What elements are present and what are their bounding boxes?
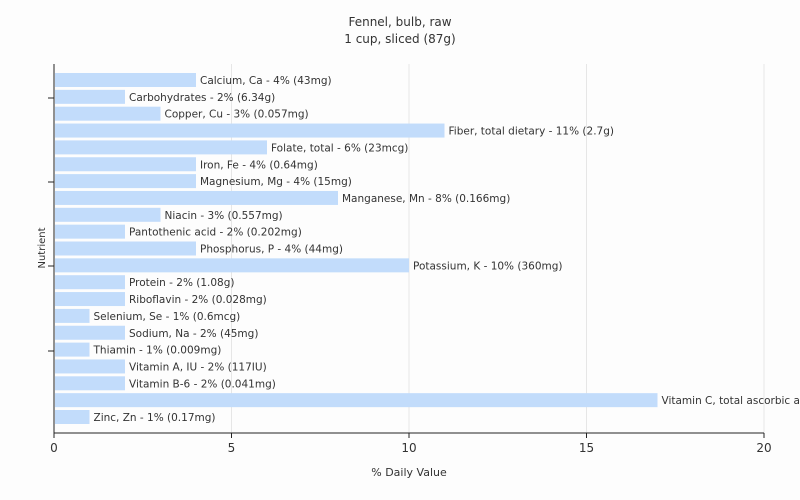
bar — [55, 89, 125, 104]
bar-label: Magnesium, Mg - 4% (15mg) — [200, 176, 352, 188]
bar-label: Iron, Fe - 4% (0.64mg) — [200, 159, 318, 171]
bar-label: Potassium, K - 10% (360mg) — [413, 260, 563, 272]
axes-layer: 0 5 10 15 20 — [48, 64, 772, 455]
bar — [55, 241, 196, 256]
data-labels-layer: Calcium, Ca - 4% (43mg) Carbohydrates - 2… — [93, 75, 800, 424]
bar — [55, 224, 125, 239]
bar — [55, 73, 196, 87]
bar — [55, 359, 125, 374]
bar — [55, 325, 125, 340]
x-tick-label: 20 — [756, 441, 771, 455]
bar — [55, 207, 161, 222]
bar — [55, 410, 90, 424]
chart-subtitle: 1 cup, sliced (87g) — [344, 32, 455, 46]
bar — [55, 157, 196, 172]
x-tick-label: 10 — [401, 441, 416, 455]
bar-label: Vitamin B-6 - 2% (0.041mg) — [129, 378, 276, 390]
bar-label: Protein - 2% (1.08g) — [129, 277, 235, 289]
bar-label: Carbohydrates - 2% (6.34g) — [129, 92, 275, 104]
bar-label: Niacin - 3% (0.557mg) — [165, 210, 283, 222]
bar — [55, 376, 125, 391]
y-axis-label: Nutrient — [37, 227, 48, 268]
bars-layer — [55, 73, 658, 424]
bar — [55, 123, 445, 138]
bar-label: Thiamin - 1% (0.009mg) — [93, 345, 222, 357]
bar — [55, 342, 90, 357]
bar-label: Manganese, Mn - 8% (0.166mg) — [342, 193, 510, 205]
bar — [55, 190, 338, 205]
bar-label: Pantothenic acid - 2% (0.202mg) — [129, 227, 302, 239]
bar-label: Calcium, Ca - 4% (43mg) — [200, 75, 332, 87]
x-tick-label: 5 — [228, 441, 236, 455]
bar-label: Selenium, Se - 1% (0.6mcg) — [94, 311, 241, 323]
bar — [55, 393, 658, 408]
bar — [55, 258, 409, 273]
bar-label: Vitamin A, IU - 2% (117IU) — [129, 361, 267, 373]
bar — [55, 106, 161, 121]
bar-label: Vitamin C, total ascorbic acid - 17% (10… — [662, 395, 800, 407]
bar-label: Copper, Cu - 3% (0.057mg) — [165, 109, 309, 121]
bar — [55, 140, 267, 155]
bar-label: Zinc, Zn - 1% (0.17mg) — [94, 412, 216, 424]
bar — [55, 308, 90, 323]
x-tick-label: 15 — [579, 441, 594, 455]
bar — [55, 292, 125, 307]
bar-label: Fiber, total dietary - 11% (2.7g) — [449, 126, 614, 138]
bar — [55, 275, 125, 290]
bar — [55, 174, 196, 189]
bar-label: Folate, total - 6% (23mcg) — [271, 142, 408, 154]
x-tick-label: 0 — [50, 441, 58, 455]
chart-title: Fennel, bulb, raw — [348, 15, 451, 29]
bar-label: Phosphorus, P - 4% (44mg) — [200, 244, 343, 256]
bar-label: Sodium, Na - 2% (45mg) — [129, 328, 258, 340]
x-axis-label: % Daily Value — [371, 466, 447, 479]
bar-label: Riboflavin - 2% (0.028mg) — [129, 294, 267, 306]
